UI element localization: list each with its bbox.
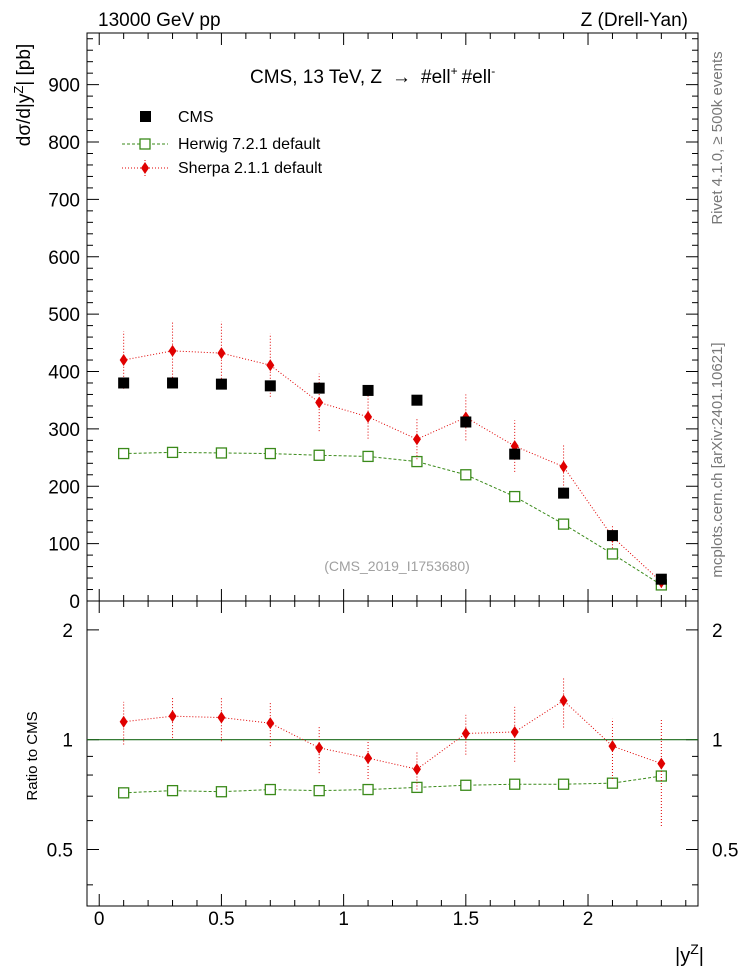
y-tick-label: 400 <box>48 363 80 384</box>
sherpa-ratio-point <box>657 757 666 770</box>
sherpa-ratio-point <box>315 741 324 754</box>
sherpa-point <box>266 359 275 372</box>
herwig-point <box>166 446 179 459</box>
cms-point <box>509 448 521 460</box>
x-tick-label: 0 <box>94 909 105 930</box>
herwig-ratio-point <box>215 786 228 798</box>
y-tick-label: 800 <box>48 133 80 154</box>
legend-marker-cms <box>140 111 151 122</box>
cms-point <box>558 487 570 499</box>
sherpa-point <box>119 354 128 367</box>
herwig-point <box>264 447 276 460</box>
analysis-watermark: (CMS_2019_I1753680) <box>324 558 470 574</box>
mcplots-credit-label: mcplots.cern.ch [arXiv:2401.10621] <box>709 342 726 577</box>
cms-point <box>215 378 227 390</box>
sherpa-point <box>412 433 421 446</box>
herwig-ratio-point <box>509 778 521 790</box>
header-process-label: Z (Drell-Yan) <box>581 10 688 31</box>
sherpa-ratio-point <box>119 715 128 728</box>
sherpa-point <box>559 460 568 473</box>
y-tick-label: 500 <box>48 305 80 326</box>
y-tick-label: 200 <box>48 477 80 498</box>
y-tick-label: 900 <box>48 76 80 97</box>
herwig-ratio-point <box>557 778 570 790</box>
herwig-point <box>557 518 570 530</box>
sherpa-point <box>315 396 324 409</box>
ratio-tick-label-right: 1 <box>712 731 723 752</box>
cms-point <box>264 380 276 392</box>
cms-point <box>655 573 667 585</box>
herwig-point <box>509 490 521 503</box>
herwig-ratio-point <box>411 781 423 794</box>
x-tick-label: 1.5 <box>453 909 479 930</box>
sherpa-ratio-point <box>217 711 226 724</box>
legend-label-sherpa: Sherpa 2.1.1 default <box>178 160 323 177</box>
y-tick-label: 300 <box>48 420 80 441</box>
herwig-ratio-point <box>606 777 619 789</box>
ratio-y-axis-label: Ratio to CMS <box>24 711 41 800</box>
sherpa-ratio-point <box>510 725 519 738</box>
sherpa-ratio-point <box>412 763 421 776</box>
ratio-tick-label-left: 1 <box>62 731 73 752</box>
cms-point <box>411 394 423 406</box>
herwig-ratio-line <box>123 775 662 794</box>
sherpa-ratio-point <box>608 740 617 753</box>
ratio-tick-label-right: 0.5 <box>712 840 738 861</box>
y-tick-label: 700 <box>48 190 80 211</box>
herwig-ratio-point <box>313 784 325 797</box>
y-tick-label: 600 <box>48 248 80 269</box>
header-energy-label: 13000 GeV pp <box>98 10 221 31</box>
cms-point <box>167 377 179 389</box>
ratio-tick-label-left: 2 <box>62 621 73 642</box>
herwig-point <box>215 447 228 459</box>
herwig-ratio-point <box>460 779 472 791</box>
y-tick-label: 100 <box>48 535 80 556</box>
x-tick-label: 2 <box>583 909 594 930</box>
herwig-point <box>362 450 374 463</box>
herwig-ratio-point <box>166 784 179 797</box>
sherpa-ratio-point <box>559 694 568 707</box>
cms-point <box>362 384 374 396</box>
herwig-point <box>460 469 472 481</box>
sherpa-ratio-point <box>168 710 177 723</box>
sherpa-point <box>364 410 373 423</box>
legend-label-cms: CMS <box>178 109 214 126</box>
sherpa-point <box>217 347 226 360</box>
ratio-tick-label-left: 0.5 <box>47 840 73 861</box>
legend-label-herwig: Herwig 7.2.1 default <box>178 136 321 153</box>
sherpa-ratio-line <box>123 699 662 770</box>
sherpa-ratio-point <box>364 752 373 765</box>
legend: CMS Herwig 7.2.1 default Sherpa 2.1.1 de… <box>122 109 323 177</box>
chart-title: CMS, 13 TeV, Z → #ell+ #ell- <box>250 64 495 88</box>
sherpa-ratio-point <box>461 727 470 740</box>
herwig-point <box>411 455 423 468</box>
ratio-panel-frame <box>86 600 699 907</box>
herwig-point <box>313 449 325 461</box>
ratio-tick-label-right: 2 <box>712 621 723 642</box>
herwig-point <box>118 447 130 460</box>
sherpa-ratio-point <box>266 717 275 730</box>
cms-point <box>606 530 618 542</box>
cms-point <box>313 382 325 394</box>
herwig-ratio-point <box>362 783 374 796</box>
rivet-version-label: Rivet 4.1.0, ≥ 500k events <box>709 51 726 224</box>
cms-point <box>460 416 472 428</box>
herwig-ratio-point <box>264 783 276 796</box>
cms-point <box>118 377 130 389</box>
y-axis-label: dσ/d|yZ| [pb] <box>11 44 35 146</box>
sherpa-point <box>168 344 177 357</box>
x-tick-label: 1 <box>338 909 349 930</box>
sherpa-line <box>123 350 662 583</box>
legend-marker-sherpa <box>141 162 149 174</box>
x-axis-label: |yZ| <box>675 941 704 967</box>
y-tick-label: 0 <box>69 592 80 613</box>
herwig-ratio-point <box>118 787 130 799</box>
legend-marker-herwig <box>139 138 151 150</box>
x-tick-label: 0.5 <box>208 909 234 930</box>
herwig-ratio-point <box>655 770 667 782</box>
herwig-point <box>606 548 619 560</box>
